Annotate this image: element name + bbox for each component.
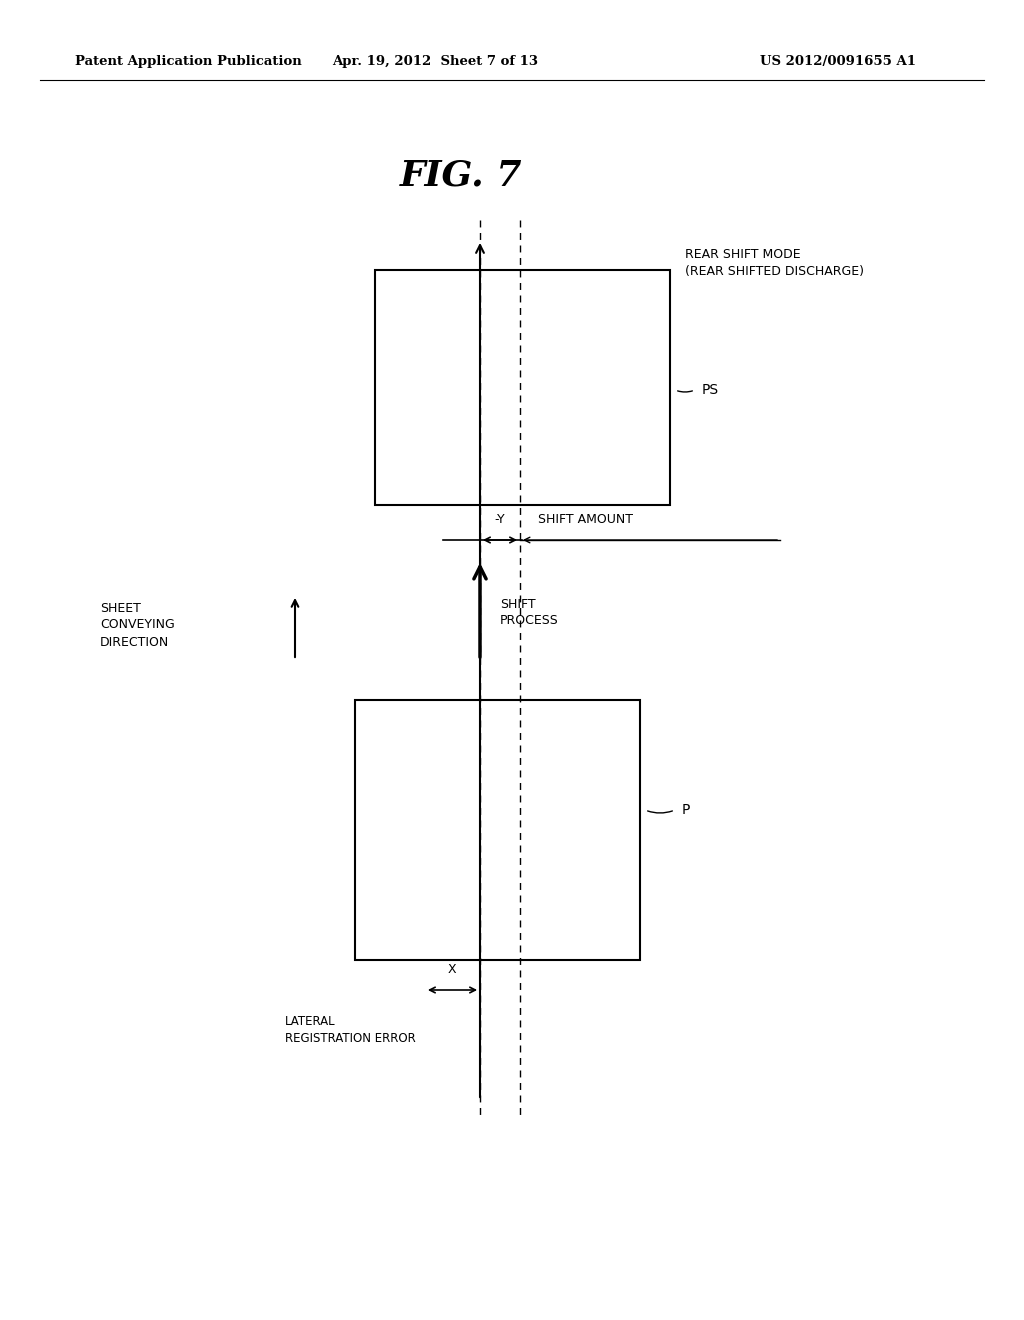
Text: FIG. 7: FIG. 7 (400, 158, 522, 191)
Text: -Y: -Y (495, 513, 505, 525)
Text: LATERAL
REGISTRATION ERROR: LATERAL REGISTRATION ERROR (285, 1015, 416, 1045)
Text: SHEET
CONVEYING
DIRECTION: SHEET CONVEYING DIRECTION (100, 602, 175, 648)
Text: X: X (447, 964, 457, 975)
Text: P: P (682, 803, 690, 817)
Text: Apr. 19, 2012  Sheet 7 of 13: Apr. 19, 2012 Sheet 7 of 13 (332, 55, 538, 69)
Text: Patent Application Publication: Patent Application Publication (75, 55, 302, 69)
Text: REAR SHIFT MODE
(REAR SHIFTED DISCHARGE): REAR SHIFT MODE (REAR SHIFTED DISCHARGE) (685, 248, 864, 279)
Text: SHIFT
PROCESS: SHIFT PROCESS (500, 598, 559, 627)
Text: SHIFT AMOUNT: SHIFT AMOUNT (538, 513, 633, 525)
Text: PS: PS (702, 383, 719, 397)
Text: US 2012/0091655 A1: US 2012/0091655 A1 (760, 55, 916, 69)
Bar (355, 700, 640, 960)
Bar (375, 271, 670, 506)
